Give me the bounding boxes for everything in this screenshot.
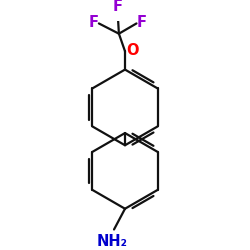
Text: F: F xyxy=(137,15,147,30)
Text: O: O xyxy=(126,43,139,58)
Text: F: F xyxy=(113,0,123,14)
Text: F: F xyxy=(88,15,99,30)
Text: NH₂: NH₂ xyxy=(96,234,128,249)
